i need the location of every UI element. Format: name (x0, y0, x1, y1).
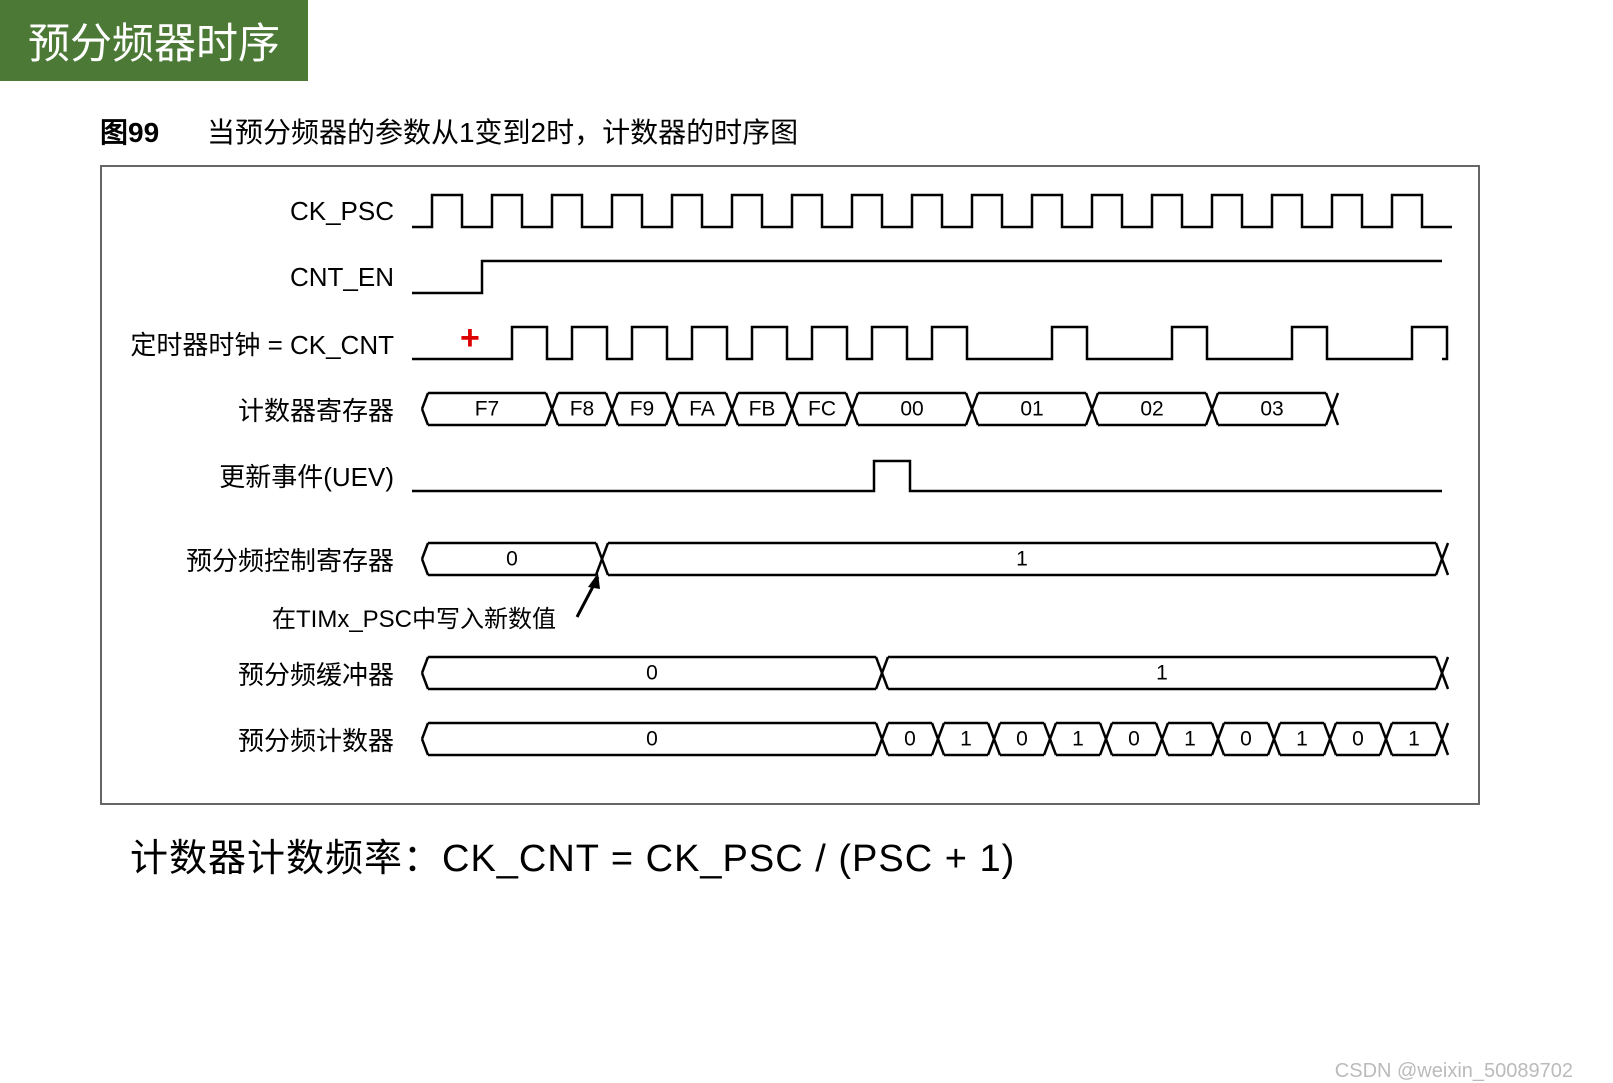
page-title: 预分频器时序 (0, 0, 308, 81)
signal-ck-cnt: + (412, 323, 1448, 363)
svg-text:0: 0 (904, 728, 916, 751)
timing-diagram: CK_PSC CNT_EN 定时器时钟 = CK_CNT + 计数器寄存器 F7… (100, 165, 1480, 805)
svg-text:1: 1 (1184, 728, 1196, 751)
svg-text:0: 0 (1352, 728, 1364, 751)
label-cnt-en: CNT_EN (112, 262, 412, 293)
row-counter-reg: 计数器寄存器 F7 F8 F9 FA FB FC 00 01 02 03 (112, 383, 1448, 435)
signal-ck-psc (412, 191, 1448, 231)
svg-text:FB: FB (749, 398, 776, 421)
svg-text:1: 1 (960, 728, 972, 751)
row-psc-note: 在TIMx_PSC中写入新数值 (112, 599, 1448, 639)
label-ck-psc: CK_PSC (112, 196, 412, 227)
svg-text:0: 0 (646, 662, 658, 685)
svg-text:F8: F8 (570, 398, 595, 421)
signal-psc-ctrl: 01 (412, 539, 1448, 579)
row-psc-buf: 预分频缓冲器 01 (112, 647, 1448, 699)
svg-text:0: 0 (646, 728, 658, 751)
svg-text:1: 1 (1072, 728, 1084, 751)
svg-text:0: 0 (1128, 728, 1140, 751)
svg-text:1: 1 (1296, 728, 1308, 751)
signal-psc-buf: 01 (412, 653, 1448, 693)
row-psc-cnt: 预分频计数器 0 0 1 0 1 0 1 0 1 0 1 (112, 713, 1448, 765)
svg-text:F9: F9 (630, 398, 655, 421)
watermark-text: CSDN @weixin_50089702 (1335, 1060, 1573, 1083)
row-psc-ctrl: 预分频控制寄存器 01 (112, 533, 1448, 585)
svg-text:FA: FA (689, 398, 715, 421)
figure-caption-text: 当预分频器的参数从1变到2时，计数器的时序图 (207, 117, 798, 148)
content-area: 图99 当预分频器的参数从1变到2时，计数器的时序图 CK_PSC CNT_EN… (0, 81, 1613, 892)
label-uev: 更新事件(UEV) (112, 457, 412, 494)
psc-note-text: 在TIMx_PSC中写入新数值 (272, 599, 556, 634)
svg-text:1: 1 (1016, 548, 1028, 571)
label-counter-reg: 计数器寄存器 (112, 391, 412, 428)
svg-text:02: 02 (1140, 398, 1163, 421)
svg-text:01: 01 (1020, 398, 1043, 421)
svg-text:0: 0 (1016, 728, 1028, 751)
svg-text:1: 1 (1408, 728, 1420, 751)
signal-uev (412, 455, 1448, 495)
row-ck-cnt: 定时器时钟 = CK_CNT + (112, 317, 1448, 369)
figure-number: 图99 (100, 117, 159, 148)
label-psc-buf: 预分频缓冲器 (112, 655, 412, 692)
row-ck-psc: CK_PSC (112, 185, 1448, 237)
svg-text:FC: FC (808, 398, 836, 421)
signal-psc-cnt: 0 0 1 0 1 0 1 0 1 0 1 (412, 719, 1448, 759)
svg-text:1: 1 (1156, 662, 1168, 685)
signal-cnt-en (412, 257, 1448, 297)
svg-text:F7: F7 (475, 398, 500, 421)
row-cnt-en: CNT_EN (112, 251, 1448, 303)
svg-text:00: 00 (900, 398, 923, 421)
label-psc-cnt: 预分频计数器 (112, 721, 412, 758)
row-uev: 更新事件(UEV) (112, 449, 1448, 501)
figure-caption: 图99 当预分频器的参数从1变到2时，计数器的时序图 (100, 111, 1553, 151)
signal-counter-reg: F7 F8 F9 FA FB FC 00 01 02 03 (412, 389, 1448, 429)
label-ck-cnt: 定时器时钟 = CK_CNT (112, 325, 412, 362)
label-psc-ctrl: 预分频控制寄存器 (112, 541, 412, 578)
svg-text:0: 0 (1240, 728, 1252, 751)
formula-text: 计数器计数频率：CK_CNT = CK_PSC / (PSC + 1) (130, 827, 1553, 882)
svg-text:03: 03 (1260, 398, 1283, 421)
